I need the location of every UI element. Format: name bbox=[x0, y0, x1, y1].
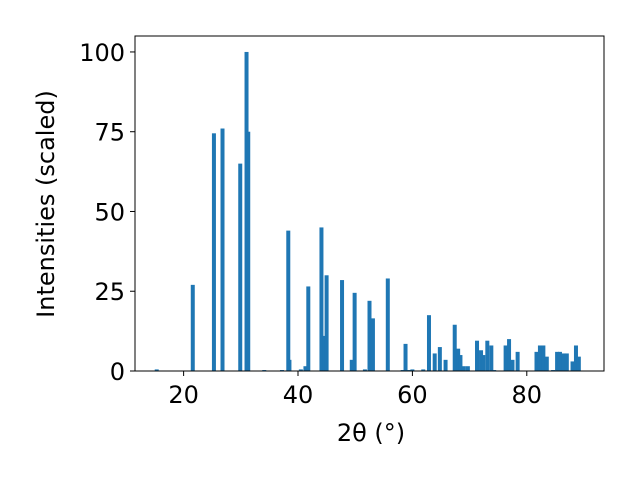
bar bbox=[510, 359, 515, 371]
bar bbox=[541, 345, 546, 371]
bar bbox=[475, 340, 480, 371]
bar bbox=[220, 128, 225, 371]
bar bbox=[570, 361, 575, 371]
bar bbox=[349, 359, 354, 371]
bar bbox=[576, 356, 581, 371]
bar bbox=[286, 230, 291, 371]
bar bbox=[362, 369, 367, 371]
bar bbox=[452, 324, 457, 371]
bar bbox=[303, 366, 308, 371]
bar bbox=[561, 353, 566, 371]
bar bbox=[324, 275, 329, 371]
y-axis-ticks: 0 25 50 75 100 bbox=[79, 39, 135, 386]
bar bbox=[211, 133, 216, 371]
bar bbox=[306, 286, 311, 371]
y-tick-label: 50 bbox=[94, 198, 125, 226]
y-tick-label: 25 bbox=[94, 278, 125, 306]
y-axis-label: Intensities (scaled) bbox=[32, 90, 60, 318]
bar bbox=[367, 300, 372, 371]
x-axis-ticks: 20 40 60 80 bbox=[168, 371, 542, 409]
y-tick-label: 100 bbox=[79, 39, 125, 67]
bar bbox=[298, 369, 303, 371]
bar bbox=[544, 356, 549, 371]
plot-frame bbox=[134, 35, 605, 372]
bar bbox=[352, 292, 357, 371]
bar bbox=[319, 227, 324, 371]
bar bbox=[481, 355, 486, 371]
bar bbox=[385, 278, 390, 371]
x-tick-label: 40 bbox=[283, 381, 314, 409]
x-tick-label: 80 bbox=[512, 381, 543, 409]
x-axis-label: 2θ (°) bbox=[337, 419, 405, 447]
bar bbox=[426, 315, 431, 371]
bar bbox=[437, 347, 442, 371]
y-tick-label: 0 bbox=[110, 358, 125, 386]
bar bbox=[456, 348, 461, 371]
bar bbox=[340, 280, 345, 371]
bar bbox=[537, 345, 542, 371]
bar bbox=[238, 163, 243, 371]
bar bbox=[534, 351, 539, 371]
bar bbox=[370, 318, 375, 371]
bar bbox=[555, 351, 560, 371]
bar bbox=[432, 353, 437, 371]
bar bbox=[503, 345, 508, 371]
bar bbox=[458, 355, 463, 371]
bar bbox=[443, 359, 448, 371]
x-tick-label: 60 bbox=[397, 381, 428, 409]
bar bbox=[507, 339, 512, 371]
bar bbox=[403, 343, 408, 371]
bar bbox=[557, 351, 562, 371]
bar bbox=[421, 369, 426, 371]
bar bbox=[322, 335, 327, 371]
bar bbox=[465, 366, 470, 371]
bar bbox=[564, 353, 569, 371]
bar bbox=[485, 340, 490, 371]
y-tick-label: 75 bbox=[94, 119, 125, 147]
bar bbox=[190, 284, 195, 371]
bar bbox=[515, 351, 520, 371]
bars-group bbox=[154, 51, 581, 371]
bar bbox=[573, 345, 578, 371]
bar bbox=[479, 350, 484, 371]
x-tick-label: 20 bbox=[168, 381, 199, 409]
bar bbox=[461, 366, 466, 371]
bar bbox=[154, 369, 159, 371]
bar bbox=[410, 369, 415, 371]
bar bbox=[246, 131, 251, 371]
bar bbox=[287, 359, 292, 371]
bar bbox=[489, 345, 494, 371]
